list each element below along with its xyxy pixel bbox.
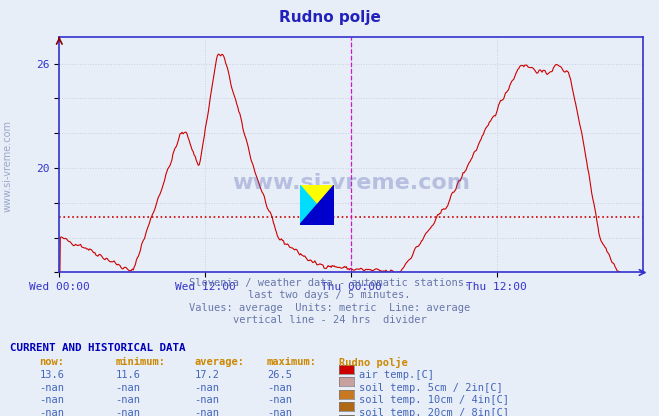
Polygon shape (300, 185, 334, 225)
Text: -nan: -nan (267, 408, 292, 416)
Text: 17.2: 17.2 (194, 370, 219, 380)
Text: -nan: -nan (115, 383, 140, 393)
Text: -nan: -nan (40, 383, 65, 393)
Text: -nan: -nan (267, 383, 292, 393)
Text: Rudno polje: Rudno polje (339, 357, 408, 368)
Text: 11.6: 11.6 (115, 370, 140, 380)
Text: -nan: -nan (267, 395, 292, 405)
Text: -nan: -nan (115, 408, 140, 416)
Text: average:: average: (194, 357, 244, 367)
Text: Slovenia / weather data - automatic stations.: Slovenia / weather data - automatic stat… (189, 278, 470, 288)
Text: soil temp. 20cm / 8in[C]: soil temp. 20cm / 8in[C] (359, 408, 509, 416)
Text: -nan: -nan (40, 395, 65, 405)
Text: minimum:: minimum: (115, 357, 165, 367)
Text: -nan: -nan (40, 408, 65, 416)
Text: last two days / 5 minutes.: last two days / 5 minutes. (248, 290, 411, 300)
Polygon shape (300, 185, 334, 225)
Text: vertical line - 24 hrs  divider: vertical line - 24 hrs divider (233, 315, 426, 325)
Text: -nan: -nan (194, 395, 219, 405)
Text: www.si-vreme.com: www.si-vreme.com (232, 173, 470, 193)
Text: Values: average  Units: metric  Line: average: Values: average Units: metric Line: aver… (189, 303, 470, 313)
Text: CURRENT AND HISTORICAL DATA: CURRENT AND HISTORICAL DATA (10, 343, 185, 353)
Text: soil temp. 10cm / 4in[C]: soil temp. 10cm / 4in[C] (359, 395, 509, 405)
Text: 13.6: 13.6 (40, 370, 65, 380)
Text: -nan: -nan (194, 408, 219, 416)
Text: -nan: -nan (194, 383, 219, 393)
Polygon shape (300, 185, 334, 225)
Text: soil temp. 5cm / 2in[C]: soil temp. 5cm / 2in[C] (359, 383, 503, 393)
Text: -nan: -nan (115, 395, 140, 405)
Text: now:: now: (40, 357, 65, 367)
Text: maximum:: maximum: (267, 357, 317, 367)
Text: Rudno polje: Rudno polje (279, 10, 380, 25)
Text: air temp.[C]: air temp.[C] (359, 370, 434, 380)
Text: 26.5: 26.5 (267, 370, 292, 380)
Text: www.si-vreme.com: www.si-vreme.com (3, 120, 13, 213)
